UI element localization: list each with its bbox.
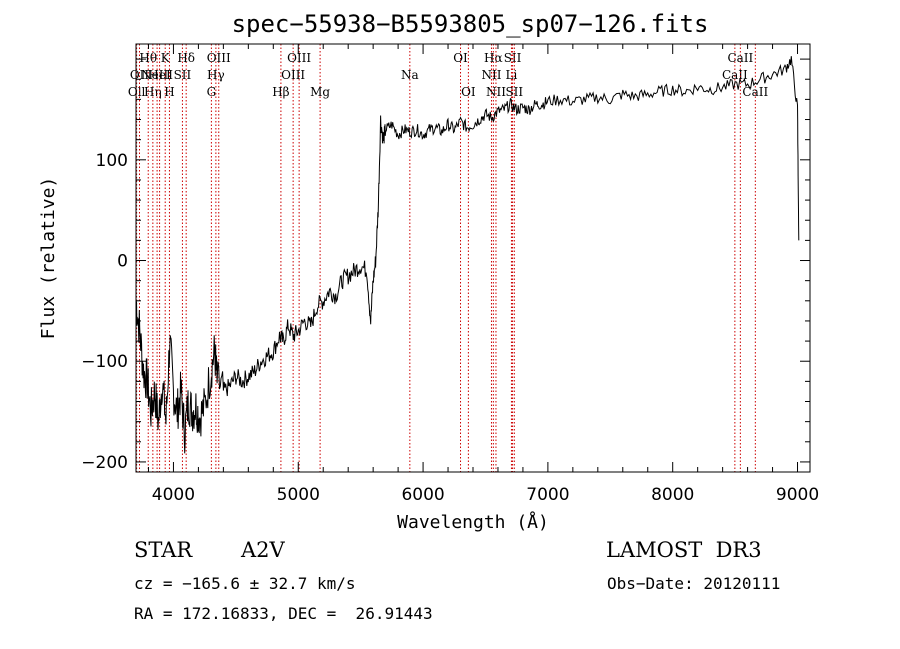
line-label-11: Hγ bbox=[207, 68, 225, 82]
line-label-0: Oll bbox=[128, 85, 146, 99]
x-tick-label-7000: 7000 bbox=[526, 485, 569, 505]
line-label-27: CaII bbox=[727, 51, 753, 65]
line-label-3: Hη bbox=[144, 85, 162, 99]
line-label-17: Na bbox=[401, 68, 419, 82]
x-tick-label-9000: 9000 bbox=[776, 485, 819, 505]
plot-frame bbox=[135, 43, 811, 473]
y-tick-label--200: −200 bbox=[81, 453, 128, 473]
y-tick-label--100: −100 bbox=[81, 352, 128, 372]
line-label-15: OIII bbox=[287, 51, 311, 65]
line-label-7: H bbox=[164, 85, 174, 99]
survey-label: LAMOST DR3 bbox=[606, 538, 762, 562]
ra-dec-coordinates: RA = 172.16833, DEC = 26.91443 bbox=[134, 604, 433, 623]
y-tick-label-100: 100 bbox=[96, 151, 128, 171]
line-label-2: Hθ bbox=[139, 51, 157, 65]
line-label-5: HeI bbox=[148, 68, 171, 82]
line-label-6: K bbox=[161, 51, 171, 65]
line-label-25: SII bbox=[505, 85, 523, 99]
observation-date: Obs−Date: 20120111 bbox=[607, 574, 781, 593]
line-label-24: SII bbox=[504, 51, 522, 65]
line-label-14: OIII bbox=[281, 68, 305, 82]
line-label-21: Hα bbox=[484, 51, 503, 65]
line-label-13: Hβ bbox=[272, 85, 289, 99]
line-label-1: OII bbox=[130, 68, 150, 82]
line-label-18: OI bbox=[453, 51, 468, 65]
x-tick-label-8000: 8000 bbox=[651, 485, 694, 505]
line-label-26: CaII bbox=[722, 68, 748, 82]
spectrum-line-0 bbox=[135, 56, 800, 454]
x-axis-label: Wavelength (Å) bbox=[397, 511, 549, 533]
line-label-28: CaII bbox=[742, 85, 768, 99]
line-label-23: Li bbox=[506, 68, 518, 82]
line-label-16: Mg bbox=[310, 85, 330, 99]
object-class: STAR bbox=[134, 538, 193, 562]
y-axis-label: Flux (relative) bbox=[38, 177, 59, 340]
redshift-cz: cz = −165.6 ± 32.7 km/s bbox=[134, 574, 356, 593]
line-label-10: G bbox=[207, 85, 217, 99]
line-label-19: OI bbox=[461, 85, 476, 99]
line-label-8: SII bbox=[174, 68, 192, 82]
subclass: A2V bbox=[241, 538, 285, 562]
y-tick-label-0: 0 bbox=[117, 252, 128, 272]
line-label-20: NII bbox=[481, 68, 501, 82]
x-tick-label-4000: 4000 bbox=[152, 485, 195, 505]
chart-title: spec−55938−B5593805_sp07−126.fits bbox=[232, 10, 709, 38]
x-tick-label-5000: 5000 bbox=[277, 485, 320, 505]
line-label-22: NII bbox=[486, 85, 506, 99]
line-label-9: Hδ bbox=[177, 51, 195, 65]
line-label-4: NeIII bbox=[141, 68, 173, 82]
spectrum-chart: spec−55938−B5593805_sp07−126.fitsOllOIIH… bbox=[38, 10, 819, 533]
line-label-12: OIII bbox=[207, 51, 231, 65]
x-tick-label-6000: 6000 bbox=[401, 485, 444, 505]
